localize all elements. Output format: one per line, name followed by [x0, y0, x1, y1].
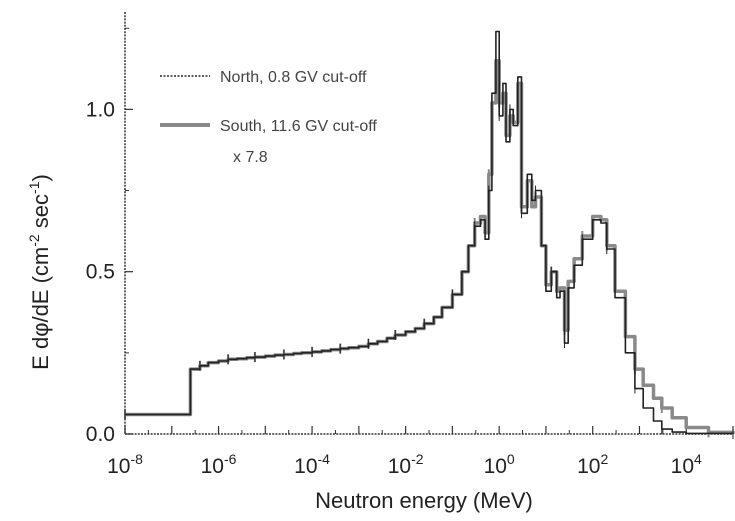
x-tick-label: 10-4 [294, 451, 330, 478]
x-axis-label: Neutron energy (MeV) [315, 488, 533, 513]
y-axis-label-part: E dφ/dE (cm [28, 247, 53, 370]
x-tick-mantissa: 10 [671, 455, 694, 478]
legend-south-label: South, 11.6 GV cut-off [220, 118, 377, 135]
x-tick-label: 10-8 [107, 451, 143, 478]
y-tick-label: 0.0 [86, 423, 115, 446]
series-north-line [125, 30, 734, 435]
x-tick-mantissa: 10 [577, 455, 600, 478]
x-tick-label: 102 [577, 451, 608, 478]
x-tick-exponent: 2 [600, 451, 608, 467]
x-tick-label: 10-2 [388, 451, 424, 478]
series-layer [124, 30, 735, 439]
x-tick-mantissa: 10 [388, 455, 411, 478]
y-tick-label: 0.5 [86, 261, 115, 284]
y-tick-label: 1.0 [86, 98, 115, 121]
y-axis-label-part: ) [28, 174, 53, 181]
series-south-line [125, 58, 735, 435]
x-tick-label: 100 [484, 451, 515, 478]
y-axis-label-sup: -2 [26, 234, 42, 247]
legend-south-scale: x 7.8 [233, 149, 268, 166]
x-tick-exponent: -8 [130, 451, 143, 467]
y-axis-label-part: sec [28, 194, 53, 234]
y-axis-label: E dφ/dE (cm-2 sec-1) [26, 174, 53, 370]
x-tick-exponent: -2 [411, 451, 424, 467]
x-tick-mantissa: 10 [484, 455, 507, 478]
x-tick-exponent: 0 [507, 451, 515, 467]
x-tick-label: 104 [671, 451, 702, 478]
x-tick-label: 10-6 [201, 451, 237, 478]
x-tick-mantissa: 10 [107, 455, 130, 478]
x-tick-mantissa: 10 [201, 455, 224, 478]
x-tick-exponent: 4 [694, 451, 702, 467]
x-tick-mantissa: 10 [294, 455, 317, 478]
legend-north-label: North, 0.8 GV cut-off [220, 69, 367, 86]
x-tick-exponent: -6 [224, 451, 237, 467]
legend: North, 0.8 GV cut-off South, 11.6 GV cut… [160, 69, 377, 166]
x-tick-exponent: -4 [318, 451, 331, 467]
axes [124, 12, 734, 435]
y-axis-label-sup: -1 [26, 181, 42, 194]
